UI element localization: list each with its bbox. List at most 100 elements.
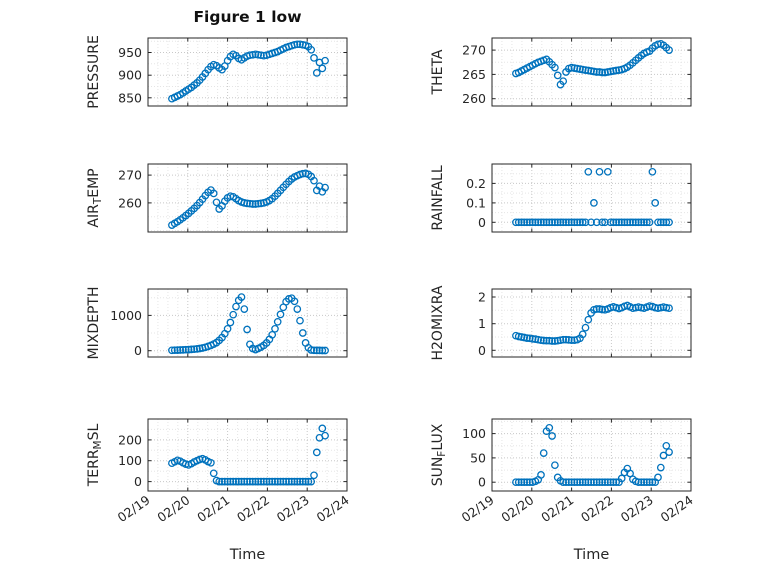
marker-point — [651, 199, 660, 207]
marker-point — [592, 305, 601, 313]
subplot-air-temp: 260 270 AIRTEMP — [86, 163, 348, 233]
marker-point — [517, 478, 526, 487]
subplot-mixdepth: 0 1000 MIXDEPTH — [86, 287, 348, 360]
y-axis-label: RAINFALL — [430, 165, 446, 230]
x-tick-label: 02/24 — [658, 492, 696, 525]
marker-point — [321, 56, 329, 65]
marker-point — [304, 477, 313, 486]
marker-point — [298, 477, 307, 486]
x-tick-label: 02/20 — [154, 492, 192, 525]
marker-point — [595, 167, 604, 176]
marker-point — [240, 477, 249, 486]
marker-point — [187, 345, 196, 354]
marker-point — [576, 218, 584, 227]
marker-point — [570, 218, 579, 227]
marker-point — [209, 189, 218, 198]
marker-point — [659, 218, 668, 227]
grid-lines — [492, 419, 691, 491]
marker-point — [562, 478, 570, 487]
marker-point — [276, 310, 285, 319]
marker-point — [637, 478, 646, 487]
marker-point — [629, 218, 637, 227]
marker-point — [173, 346, 182, 354]
marker-point — [665, 304, 673, 313]
marker-point — [243, 477, 251, 486]
marker-point — [181, 345, 190, 354]
marker-point — [528, 335, 537, 343]
tick-marks — [147, 289, 348, 357]
marker-point — [598, 68, 607, 77]
marker-point — [531, 218, 540, 227]
marker-point — [570, 478, 579, 487]
marker-point — [551, 461, 559, 470]
marker-point — [551, 337, 559, 345]
marker-point — [662, 303, 671, 312]
marker-point — [556, 218, 565, 227]
y-tick-label: 260 — [118, 195, 142, 210]
marker-point — [251, 200, 260, 208]
x-tick-label: 02/24 — [314, 492, 352, 525]
marker-point — [559, 335, 568, 344]
x-tick-label: 02/23 — [274, 492, 312, 525]
marker-point — [609, 478, 618, 487]
marker-point — [209, 469, 218, 478]
y-axis-label: MIXDEPTH — [86, 287, 102, 360]
marker-point — [581, 66, 590, 74]
y-tick-label: 850 — [118, 90, 142, 105]
marker-point — [315, 346, 324, 355]
marker-point — [271, 324, 279, 333]
marker-point — [279, 477, 288, 486]
marker-point — [662, 441, 671, 450]
marker-point — [265, 477, 274, 486]
figure-title: Figure 1 low — [193, 8, 302, 26]
y-tick-label: 0 — [134, 474, 142, 489]
marker-point — [232, 477, 240, 486]
y-tick-label: 2 — [478, 290, 486, 305]
y-tick-label: 0 — [478, 215, 486, 230]
marker-point — [542, 336, 551, 345]
marker-point — [542, 218, 551, 227]
marker-point — [512, 478, 520, 487]
marker-point — [564, 478, 573, 487]
marker-point — [257, 477, 265, 486]
marker-point — [176, 346, 185, 354]
marker-point — [243, 325, 251, 334]
marker-point — [215, 477, 224, 486]
marker-point — [584, 315, 593, 324]
marker-point — [651, 303, 660, 312]
tick-marks — [147, 419, 348, 491]
marker-point — [584, 478, 593, 487]
subplot-rainfall: 0 0.1 0.2 RAINFALL — [430, 163, 692, 233]
marker-point — [548, 432, 556, 440]
marker-point — [523, 478, 531, 487]
marker-point — [537, 471, 545, 479]
marker-point — [539, 218, 548, 227]
marker-point — [207, 458, 215, 467]
marker-point — [567, 218, 576, 227]
marker-point — [234, 477, 243, 486]
marker-point — [584, 167, 593, 176]
marker-point — [576, 478, 584, 487]
y-tick-label: 270 — [462, 43, 486, 58]
marker-point — [601, 478, 609, 487]
marker-point — [271, 477, 279, 486]
marker-point — [592, 68, 601, 76]
marker-point — [592, 478, 601, 487]
marker-point — [514, 478, 523, 487]
marker-point — [581, 218, 590, 227]
marker-point — [525, 478, 534, 487]
marker-point — [634, 478, 643, 487]
marker-point — [226, 477, 235, 486]
x-tick-label: 02/21 — [538, 492, 576, 525]
axes-box — [147, 37, 348, 107]
x-tick-label: 02/23 — [618, 492, 656, 525]
marker-point — [654, 304, 662, 313]
y-tick-label: 0.2 — [466, 176, 486, 191]
marker-point — [631, 218, 640, 227]
y-axis-label: PRESSURE — [86, 35, 102, 109]
marker-point — [301, 477, 310, 486]
marker-point — [248, 200, 257, 208]
marker-point — [559, 77, 568, 86]
